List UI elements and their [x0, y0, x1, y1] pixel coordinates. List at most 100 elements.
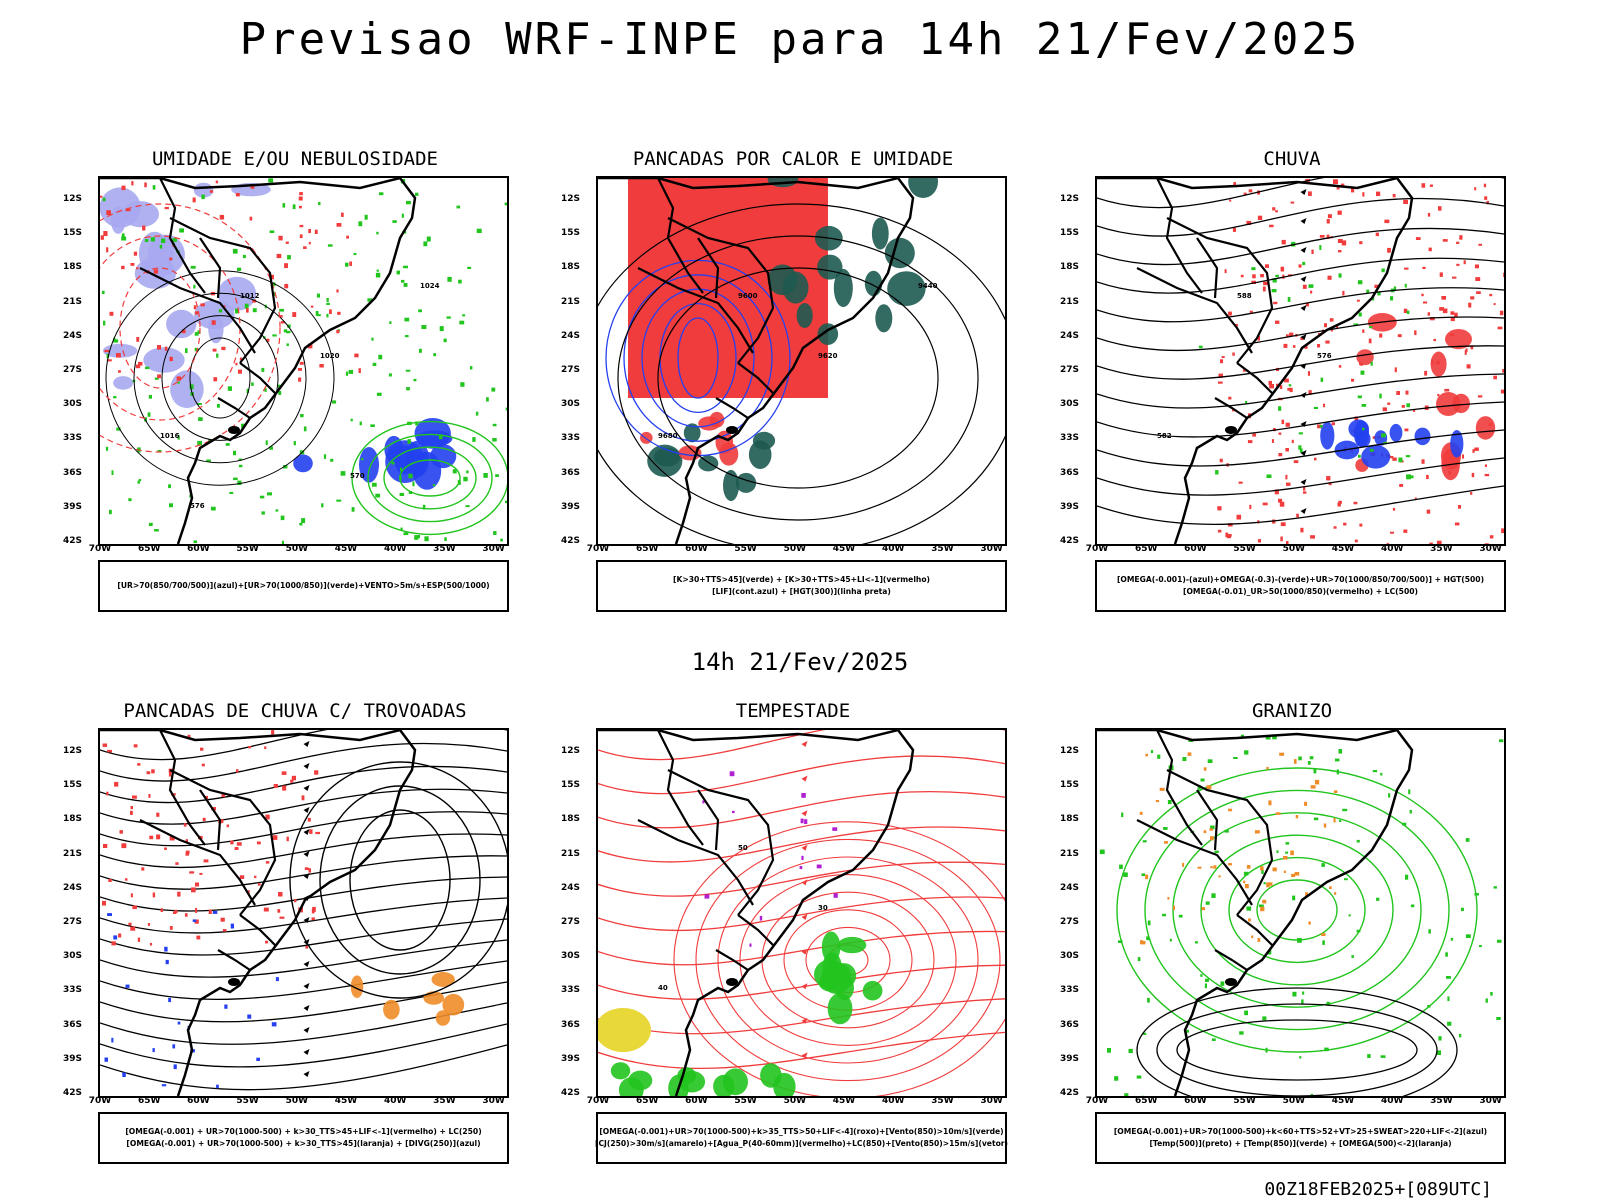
rain-red — [1217, 529, 1222, 533]
temp850-speckle — [1380, 1055, 1386, 1058]
thickness-red — [157, 345, 162, 350]
contour-label: 588 — [1237, 292, 1252, 300]
humidity-green — [137, 480, 140, 484]
thickness-red — [299, 224, 304, 228]
rain-red — [1285, 448, 1289, 452]
humidity-green — [293, 441, 296, 446]
hgt500-line — [1097, 287, 1504, 323]
thunder-red — [169, 836, 175, 841]
longitude-tick: 55W — [236, 544, 259, 554]
humidity-green — [399, 492, 404, 496]
omega500-orange — [1243, 880, 1246, 884]
rain-red — [1426, 509, 1431, 514]
temp850-speckle — [1313, 817, 1319, 821]
temp850-speckle — [1205, 978, 1209, 982]
rain-red — [1421, 183, 1426, 188]
thunder-red — [160, 908, 163, 912]
longitude-tick: 45W — [334, 1096, 358, 1106]
rain-green — [1271, 289, 1277, 293]
omega500-orange — [1227, 863, 1232, 866]
rain-red — [1404, 267, 1409, 270]
rain-red — [1474, 447, 1479, 451]
rain-red — [1441, 296, 1446, 300]
rain-green — [1298, 432, 1303, 435]
rain-red — [1450, 311, 1455, 315]
map-svg: 1012 1016 1020 1024 576 570 — [100, 178, 507, 544]
longitude-tick: 45W — [1331, 1096, 1355, 1106]
rain-red — [1219, 458, 1223, 463]
humidity-green — [283, 465, 288, 469]
omega500-orange — [1295, 815, 1299, 819]
latitude-tick: 21S — [63, 296, 83, 307]
temp850-speckle — [1205, 901, 1210, 905]
thunder-red — [133, 744, 138, 748]
omega500-orange — [1213, 865, 1217, 869]
country-border — [657, 178, 704, 294]
humidity-green — [177, 381, 180, 384]
thickness-red — [118, 370, 121, 373]
temp850-speckle — [1210, 825, 1215, 830]
temp850-speckle — [1244, 750, 1249, 755]
longitude-axis: 70W 65W 60W 55W 50W 45W 40W 35W 30W — [89, 544, 508, 558]
rain-red — [1310, 535, 1315, 539]
humidity-green — [462, 314, 466, 317]
rain-green — [1381, 433, 1386, 438]
lc850-stream — [598, 930, 1005, 966]
coastline — [100, 730, 417, 1096]
longitude-tick: 35W — [1430, 1096, 1453, 1106]
rain-red — [1354, 539, 1358, 543]
longitude-tick: 40W — [881, 1096, 905, 1106]
lc850-stream — [598, 964, 1005, 1000]
thickness-red — [121, 185, 126, 191]
lifted-index — [641, 288, 755, 428]
rain-red — [1368, 338, 1372, 344]
humidity-green — [264, 388, 267, 392]
rain-red — [1233, 182, 1237, 186]
rain-red — [1351, 187, 1355, 193]
temp850-speckle — [1114, 1076, 1119, 1081]
contour-label: 9620 — [818, 352, 838, 360]
thunder-red — [185, 851, 189, 856]
humidity-green — [476, 228, 482, 233]
thickness-red — [133, 251, 138, 256]
thickness-red — [169, 356, 173, 362]
rain-red — [1465, 348, 1468, 353]
thunder-red — [236, 842, 242, 846]
thunder-red — [308, 868, 311, 873]
humidity-green — [423, 241, 428, 247]
thickness-red — [358, 368, 361, 373]
humidity-green — [375, 272, 381, 278]
thickness-contour — [100, 203, 281, 453]
thickness-red — [136, 267, 139, 270]
thunder-red — [103, 844, 108, 848]
temp850-speckle — [1285, 842, 1290, 845]
hgt500-line — [1097, 401, 1504, 438]
rain-red — [1319, 235, 1325, 238]
streamline-arrow — [303, 873, 310, 879]
temp850-speckle — [1243, 871, 1249, 876]
rain-red — [1276, 383, 1279, 387]
thunder-red — [128, 922, 132, 926]
streamline — [100, 960, 507, 1001]
hgt500-line — [1097, 316, 1504, 352]
rain-blue — [1348, 419, 1369, 439]
humidity-green — [372, 362, 377, 366]
convection-teal — [723, 469, 739, 502]
thickness-red — [284, 263, 288, 269]
rain-red — [1429, 542, 1433, 544]
rain-red — [1257, 539, 1261, 543]
rain-red — [1225, 532, 1229, 538]
humidity-green — [406, 200, 411, 205]
latitude-tick: 18S — [561, 262, 581, 273]
thickness-red — [219, 214, 225, 220]
latitude-tick: 30S — [1060, 951, 1080, 962]
contour-label: 9440 — [918, 282, 938, 290]
thunder-red — [248, 746, 252, 749]
longitude-tick: 50W — [783, 1096, 807, 1106]
temp850-speckle — [1118, 940, 1123, 943]
map-frame: 50 40 30 — [596, 728, 1007, 1098]
latitude-tick: 18S — [63, 814, 83, 825]
omega500-orange — [1304, 801, 1308, 806]
lc250 — [349, 809, 451, 951]
humidity-green — [216, 353, 219, 358]
